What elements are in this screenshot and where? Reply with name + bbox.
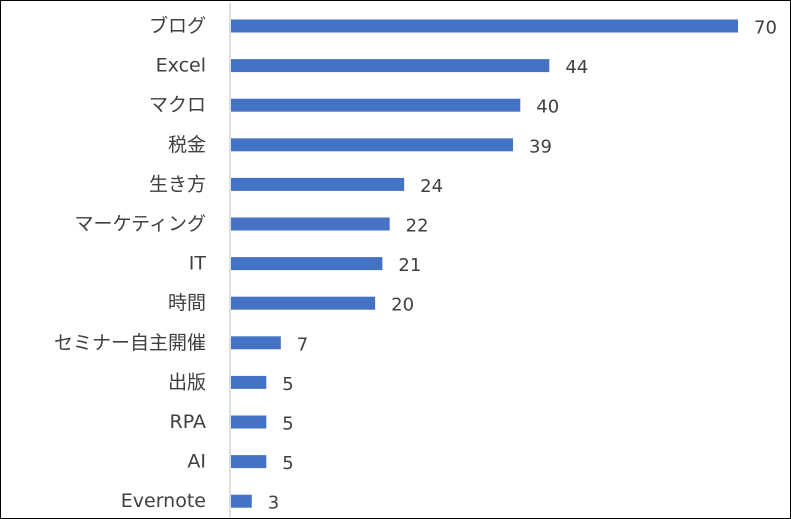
bar [231,177,405,191]
data-label: 44 [565,57,588,78]
bar [231,455,267,469]
data-label: 5 [282,453,293,474]
data-label: 7 [297,334,308,355]
bar [231,375,267,389]
bar [231,494,252,508]
category-label: 生き方 [149,173,206,195]
category-label: Excel [156,55,206,77]
data-label: 40 [536,97,559,118]
category-label: 出版 [168,371,206,393]
category-label: RPA [170,411,206,433]
category-label: マクロ [149,94,206,116]
category-label: Evernote [121,490,206,512]
data-label: 24 [420,176,443,197]
bar [231,257,383,271]
category-label: AI [187,451,206,473]
category-label: ブログ [149,14,206,37]
bar [231,98,521,112]
category-label: セミナー自主開催 [54,332,206,354]
bars [231,19,738,508]
category-label: 時間 [168,292,206,314]
data-label: 5 [282,414,293,435]
bar [231,336,281,350]
bar [231,19,738,33]
data-label: 3 [268,493,279,514]
data-label: 5 [282,374,293,395]
data-label: 39 [529,136,552,157]
bar [231,217,390,231]
data-label: 70 [754,18,777,39]
category-label: マーケティング [75,213,206,235]
category-label: 税金 [168,134,206,156]
data-label: 22 [406,216,429,237]
bar [231,138,514,152]
bar [231,59,550,73]
bar [231,415,267,429]
data-label: 21 [398,255,421,276]
data-label: 20 [391,295,414,316]
bar [231,296,376,310]
category-label: IT [189,253,207,275]
